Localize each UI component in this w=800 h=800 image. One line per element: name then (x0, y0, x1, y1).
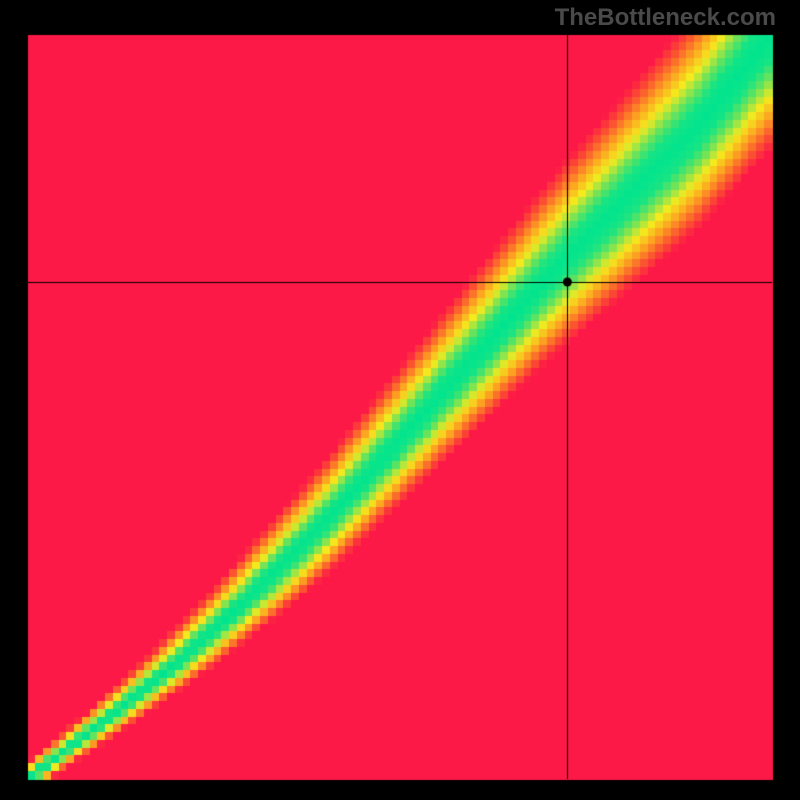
chart-container: TheBottleneck.com (0, 0, 800, 800)
bottleneck-heatmap (0, 0, 800, 800)
watermark-text: TheBottleneck.com (555, 4, 776, 32)
